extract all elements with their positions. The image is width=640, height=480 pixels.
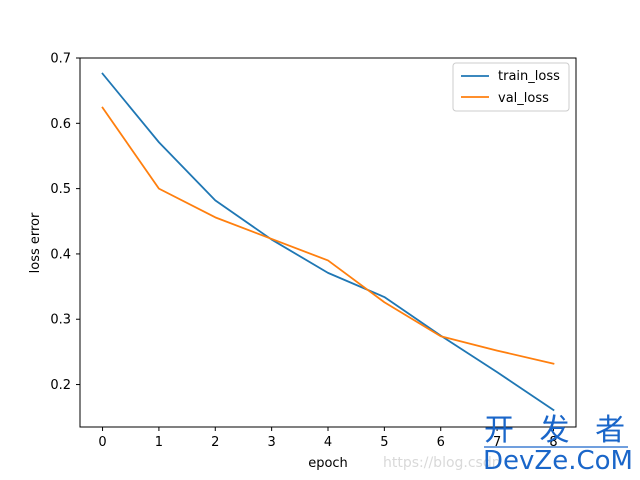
series-line-train-loss	[101, 72, 555, 412]
legend-box	[452, 62, 570, 112]
watermark-english-text: DevZe.CoM	[483, 446, 633, 476]
legend-label-val-loss: val_loss	[498, 91, 549, 106]
x-tick-label: 5	[380, 435, 388, 450]
x-tick-label: 7	[493, 435, 501, 450]
x-tick-label: 0	[98, 435, 106, 450]
y-tick-label: 0.4	[50, 247, 71, 262]
y-tick-label: 0.2	[50, 378, 71, 393]
y-tick-label: 0.6	[50, 117, 71, 132]
x-tick-label: 4	[324, 435, 332, 450]
y-axis: 0.2 0.3 0.4 0.5 0.6 0.7	[50, 52, 80, 393]
x-tick-label: 6	[437, 435, 445, 450]
series-layer	[101, 72, 555, 412]
legend-label-train-loss: train_loss	[498, 69, 560, 84]
x-tick-label: 2	[211, 435, 219, 450]
y-tick-label: 0.7	[50, 52, 71, 67]
y-axis-label: loss error	[28, 212, 43, 273]
x-tick-label: 8	[549, 435, 557, 450]
legend: train_loss val_loss	[452, 62, 570, 112]
y-tick-label: 0.5	[50, 182, 71, 197]
y-tick-label: 0.3	[50, 313, 71, 328]
x-tick-label: 1	[155, 435, 163, 450]
x-tick-label: 3	[267, 435, 275, 450]
x-axis: 0 1 2 3 4 5 6 7 8	[98, 427, 558, 450]
watermark: https://blog.csdn 开 发 者 DevZe.CoM	[383, 413, 633, 476]
series-line-val-loss	[101, 106, 555, 365]
x-axis-label: epoch	[308, 456, 348, 471]
watermark-url: https://blog.csdn	[383, 455, 501, 471]
watermark-chinese-text: 开 发 者	[484, 413, 633, 448]
plot-area-frame	[79, 57, 577, 428]
